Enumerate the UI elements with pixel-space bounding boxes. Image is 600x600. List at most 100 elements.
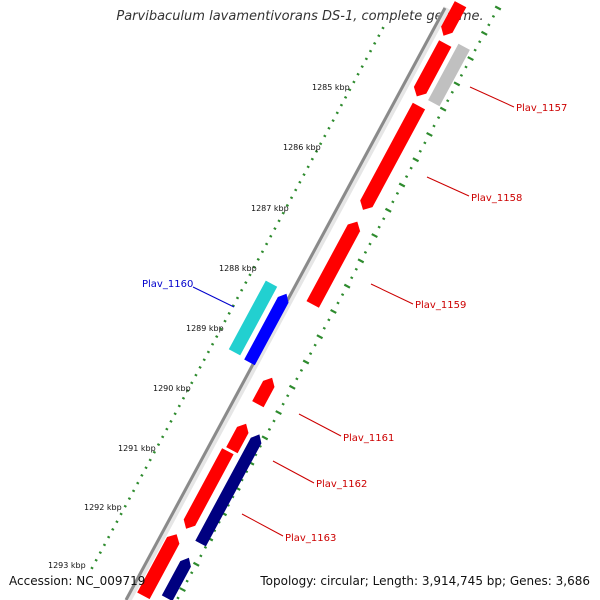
gene-label-plav-1160[interactable]: Plav_1160 (142, 279, 193, 290)
gene-labels: Plav_1157 Plav_1158 Plav_1159 Plav_1160 … (142, 103, 567, 544)
tick-mark (364, 57, 368, 61)
gene-plav-1156[interactable] (441, 1, 467, 36)
tick-mark (467, 56, 474, 62)
tick-mark (107, 535, 111, 539)
tick-mark (261, 435, 269, 441)
tick-mark (340, 293, 345, 297)
tick-mark (235, 296, 240, 300)
gene-plav-1159[interactable] (306, 221, 361, 308)
leader-line (370, 283, 414, 305)
tick-mark (269, 234, 273, 238)
tick-mark (322, 326, 326, 330)
tick-mark (294, 188, 298, 192)
tick-mark (275, 410, 282, 416)
inner-tick-track (90, 26, 385, 570)
tick-mark (473, 48, 477, 52)
tick-mark (277, 219, 281, 223)
tick-mark (288, 384, 296, 390)
tick-mark (432, 124, 436, 128)
tick-mark (227, 311, 231, 315)
tick-mark (273, 227, 277, 231)
tick-mark (181, 396, 186, 400)
tick-mark (256, 257, 260, 261)
tick-mark (285, 203, 290, 207)
tick-mark (302, 359, 310, 365)
gene-label-plav-1161[interactable]: Plav_1161 (343, 433, 394, 444)
gene-plav-1163[interactable] (195, 434, 262, 547)
tick-mark (352, 80, 356, 84)
tick-mark (115, 520, 119, 524)
tick-mark (169, 419, 173, 423)
tick-mark (319, 142, 323, 146)
tick-mark (450, 90, 454, 94)
tick-mark (127, 497, 132, 501)
tick-mark (357, 258, 365, 264)
tick-mark (436, 116, 441, 120)
tick-mark (140, 473, 144, 477)
tick-mark (286, 394, 290, 398)
gene-plav-1158[interactable] (360, 102, 426, 210)
gene-label-plav-1163[interactable]: Plav_1163 (285, 533, 336, 544)
tick-mark (313, 343, 317, 347)
tick-mark (131, 489, 136, 493)
tick-mark (356, 72, 360, 76)
gene-label-plav-1162[interactable]: Plav_1162 (316, 479, 367, 490)
gene-label-plav-1159[interactable]: Plav_1159 (415, 300, 466, 311)
tick-mark (289, 196, 294, 200)
tick-mark (194, 373, 198, 377)
tick-mark (123, 504, 127, 508)
tick-mark (219, 327, 223, 331)
tick-mark (360, 65, 364, 69)
tick-mark (267, 427, 272, 431)
gene-label-plav-1158[interactable]: Plav_1158 (471, 193, 522, 204)
tick-mark (439, 106, 447, 112)
gene-plav-1162-b[interactable] (183, 448, 234, 529)
tick-mark (335, 111, 339, 115)
gene-plav-1156-b[interactable] (413, 40, 452, 97)
kbp-label: 1288 kbp (219, 264, 257, 273)
gene-plav-1162[interactable] (226, 423, 249, 454)
tick-mark (98, 551, 102, 555)
tick-mark (102, 543, 107, 547)
tick-mark (343, 95, 348, 99)
gene-plav-1165[interactable] (161, 557, 191, 600)
tick-mark (395, 191, 400, 195)
tick-mark (295, 377, 299, 381)
tick-mark (161, 435, 165, 439)
leader-line (469, 86, 515, 108)
leader-line (192, 286, 235, 308)
gene-label-leaders (192, 86, 515, 537)
tick-mark (381, 26, 385, 30)
gene-plav-1160[interactable] (228, 280, 278, 356)
tick-mark (302, 173, 306, 177)
tick-mark (491, 14, 496, 18)
tick-mark (391, 200, 395, 204)
gene-plav-1161[interactable] (252, 377, 275, 408)
tick-mark (185, 389, 190, 393)
tick-mark (310, 157, 314, 161)
tick-mark (480, 30, 488, 36)
tick-mark (398, 182, 406, 188)
tick-mark (119, 512, 123, 516)
tick-mark (144, 466, 148, 470)
outer-tick-track (176, 5, 502, 600)
tick-mark (252, 265, 256, 269)
tick-mark (231, 304, 235, 308)
gene-plav-1157[interactable] (428, 43, 470, 107)
gene-label-plav-1157[interactable]: Plav_1157 (516, 103, 567, 114)
tick-mark (412, 157, 420, 163)
tick-mark (281, 211, 285, 215)
tick-mark (368, 242, 372, 246)
gene-plav-1160-b[interactable] (244, 293, 289, 366)
gene-track (137, 1, 470, 600)
gene-plav-1164[interactable] (137, 534, 180, 600)
tick-mark (459, 73, 464, 77)
kbp-label: 1289 kbp (186, 324, 224, 333)
tick-mark (203, 545, 208, 549)
tick-mark (199, 554, 203, 558)
tick-mark (198, 365, 202, 369)
accession-label: Accession: NC_009719 (9, 574, 146, 588)
tick-mark (215, 335, 219, 339)
